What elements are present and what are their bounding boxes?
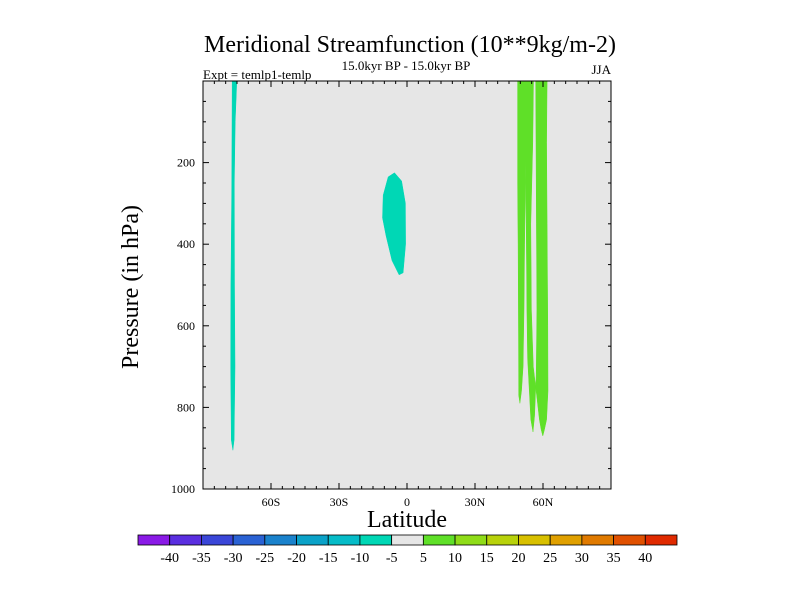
colorbar-label: 30 [575, 551, 589, 566]
colorbar-label: -20 [287, 551, 306, 566]
colorbar-label: -15 [319, 551, 338, 566]
axes: 200 400 600 800 1000 60S 30S 0 30N 60N [171, 80, 612, 509]
x-tick-label: 60N [533, 495, 554, 509]
colorbar-swatch [422, 534, 456, 546]
x-tick-label: 0 [404, 495, 410, 509]
colorbar-swatch [581, 534, 614, 546]
y-tick-label: 200 [177, 156, 195, 170]
colorbar-label: 25 [543, 551, 557, 566]
experiment-label: Expt = temlp1-temlp [203, 67, 311, 82]
y-tick-label: 400 [177, 237, 195, 251]
colorbar-label: 5 [420, 551, 427, 566]
colorbar-swatch [359, 534, 393, 546]
colorbar-swatch [201, 534, 234, 546]
colorbar-label: 35 [607, 551, 621, 566]
colorbar-label: -30 [224, 551, 243, 566]
x-tick-label: 30N [465, 495, 486, 509]
colorbar-swatch [232, 534, 266, 546]
colorbar-label: 10 [448, 551, 462, 566]
colorbar-swatch [137, 534, 171, 546]
colorbar-swatch [518, 534, 551, 546]
colorbar-label: -25 [255, 551, 274, 566]
plot-background [203, 81, 611, 489]
colorbar-label: 20 [511, 551, 525, 566]
x-tick-label: 60S [262, 495, 281, 509]
y-tick-label: 800 [177, 400, 195, 414]
northern-mid-latitude-cell [517, 80, 549, 437]
chart-subtitle: 15.0kyr BP - 15.0kyr BP [342, 58, 471, 73]
colorbar-label: -5 [386, 551, 398, 566]
colorbar-label: 40 [638, 551, 652, 566]
colorbar-label: 15 [480, 551, 494, 566]
plot-area [203, 80, 611, 489]
colorbar-label: -35 [192, 551, 211, 566]
colorbar-swatch [644, 534, 678, 546]
colorbar: -40 -35 -30 -25 -20 -15 -10 -5 5 10 15 20 25 30 35 40 [137, 534, 678, 566]
colorbar-label: -10 [351, 551, 370, 566]
equatorial-upper-cell [382, 172, 406, 276]
y-tick-label: 600 [177, 319, 195, 333]
colorbar-swatch [486, 534, 519, 546]
colorbar-swatch [296, 534, 329, 546]
y-axis-label: Pressure (in hPa) [118, 205, 144, 369]
southern-high-latitude-cell [230, 80, 238, 451]
colorbar-swatch [264, 534, 297, 546]
colorbar-swatch [327, 534, 361, 546]
x-tick-label: 30S [330, 495, 349, 509]
colorbar-swatch [391, 534, 424, 546]
y-tick-label: 1000 [171, 482, 195, 496]
colorbar-label: -40 [160, 551, 179, 566]
colorbar-swatch [169, 534, 202, 546]
colorbar-swatch [613, 534, 646, 546]
x-axis-label: Latitude [367, 507, 447, 533]
season-label: JJA [591, 62, 611, 77]
chart-title: Meridional Streamfunction (10**9kg/m-2) [204, 32, 616, 58]
colorbar-swatch [454, 534, 488, 546]
colorbar-swatch [549, 534, 583, 546]
